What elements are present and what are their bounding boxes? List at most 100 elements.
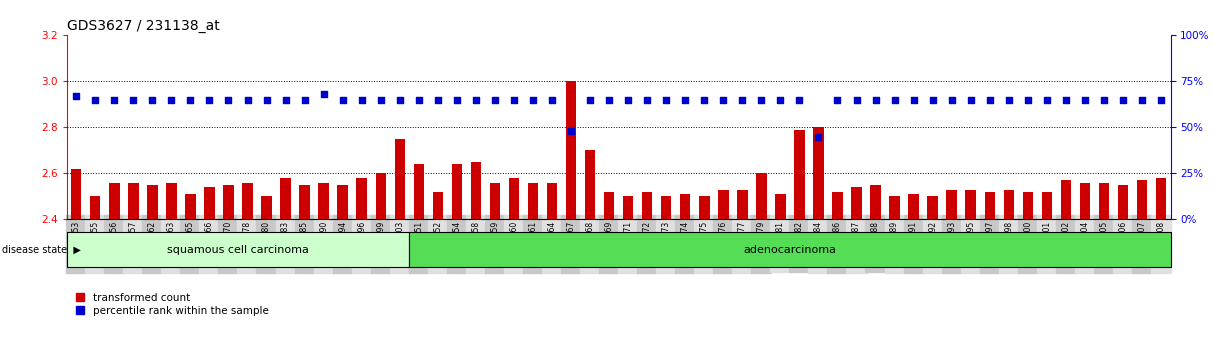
Bar: [357, 178, 368, 219]
Point: [67, 93, 86, 99]
Bar: [699, 196, 710, 219]
Point: [409, 97, 428, 103]
Point: [733, 97, 752, 103]
Point: [809, 134, 828, 139]
Point: [961, 97, 980, 103]
Point: [1132, 97, 1151, 103]
Point: [580, 97, 599, 103]
Bar: [661, 196, 672, 219]
Bar: [623, 196, 633, 219]
Bar: [1042, 192, 1052, 219]
Point: [334, 97, 353, 103]
Bar: [414, 164, 425, 219]
Text: adenocarcinoma: adenocarcinoma: [744, 245, 837, 255]
Point: [1151, 97, 1171, 103]
Bar: [1137, 181, 1147, 219]
Point: [847, 97, 866, 103]
Bar: [565, 81, 576, 219]
Bar: [280, 178, 291, 219]
Bar: [300, 185, 309, 219]
Point: [676, 97, 695, 103]
Bar: [547, 183, 557, 219]
Bar: [604, 192, 614, 219]
Bar: [376, 173, 386, 219]
Point: [752, 97, 771, 103]
Point: [371, 97, 391, 103]
Bar: [204, 187, 215, 219]
Point: [542, 97, 562, 103]
Point: [86, 97, 106, 103]
Point: [505, 97, 524, 103]
Bar: [870, 185, 881, 219]
Point: [314, 91, 334, 97]
Point: [619, 97, 638, 103]
Bar: [243, 183, 252, 219]
Bar: [528, 183, 539, 219]
Point: [904, 97, 923, 103]
Point: [466, 97, 485, 103]
Bar: [946, 190, 957, 219]
Bar: [642, 192, 653, 219]
Bar: [756, 173, 767, 219]
Bar: [451, 164, 462, 219]
Point: [275, 97, 295, 103]
Point: [181, 97, 200, 103]
Point: [638, 97, 657, 103]
Point: [827, 97, 847, 103]
Point: [200, 97, 220, 103]
Point: [485, 97, 505, 103]
Point: [695, 97, 714, 103]
Bar: [490, 183, 500, 219]
Point: [1000, 97, 1019, 103]
Point: [104, 97, 124, 103]
Point: [352, 97, 371, 103]
Point: [923, 97, 943, 103]
Bar: [1003, 190, 1014, 219]
Point: [790, 97, 809, 103]
Point: [599, 97, 619, 103]
Legend: transformed count, percentile rank within the sample: transformed count, percentile rank withi…: [72, 289, 273, 320]
Bar: [738, 190, 747, 219]
Bar: [166, 183, 177, 219]
Point: [1057, 97, 1076, 103]
Point: [257, 97, 277, 103]
Bar: [1156, 178, 1166, 219]
Point: [295, 97, 314, 103]
Bar: [147, 185, 158, 219]
Text: GDS3627 / 231138_at: GDS3627 / 231138_at: [67, 19, 220, 33]
Point: [161, 97, 181, 103]
Bar: [680, 194, 690, 219]
Bar: [1099, 183, 1109, 219]
Point: [1094, 97, 1114, 103]
Bar: [72, 169, 81, 219]
Bar: [223, 185, 234, 219]
Bar: [928, 196, 938, 219]
Point: [770, 97, 790, 103]
Bar: [337, 185, 348, 219]
Bar: [394, 139, 405, 219]
Bar: [1117, 185, 1128, 219]
Bar: [795, 130, 804, 219]
Point: [1114, 97, 1133, 103]
Point: [562, 128, 581, 134]
Bar: [718, 190, 729, 219]
Bar: [318, 183, 329, 219]
Point: [980, 97, 1000, 103]
FancyBboxPatch shape: [67, 232, 409, 267]
Bar: [832, 192, 843, 219]
Bar: [109, 183, 120, 219]
Bar: [852, 187, 861, 219]
Point: [428, 97, 448, 103]
Point: [713, 97, 733, 103]
Bar: [1023, 192, 1033, 219]
Bar: [261, 196, 272, 219]
FancyBboxPatch shape: [409, 232, 1171, 267]
Bar: [585, 150, 596, 219]
Bar: [985, 192, 995, 219]
Point: [866, 97, 885, 103]
Point: [448, 97, 467, 103]
Point: [391, 97, 410, 103]
Point: [943, 97, 962, 103]
Bar: [889, 196, 900, 219]
Bar: [775, 194, 786, 219]
